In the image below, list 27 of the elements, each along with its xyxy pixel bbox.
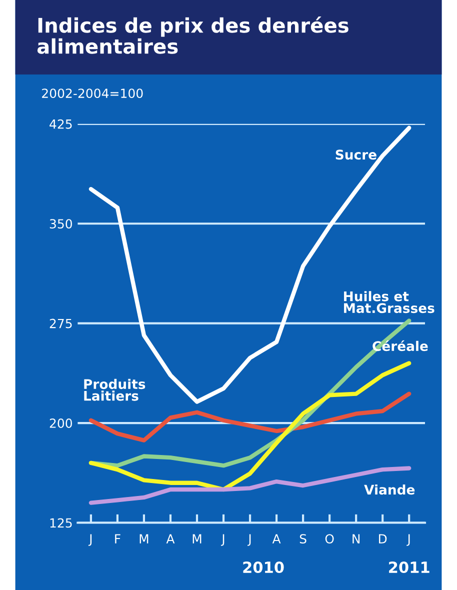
y-tick-label: 350 xyxy=(50,219,72,229)
x-tick-label: S xyxy=(300,534,306,544)
x-tick-label: M xyxy=(140,534,148,544)
x-tick-label: J xyxy=(406,534,410,546)
x-tick-label: F xyxy=(115,534,120,544)
series-label: Produits Laitiers xyxy=(84,378,146,401)
chart-subtitle: 2002-2004=100 xyxy=(42,88,143,98)
series-label: Sucre xyxy=(336,150,376,160)
x-tick-label: J xyxy=(88,534,92,546)
x-tick-label: A xyxy=(272,534,281,544)
series-label: Huiles et Mat.Grasses xyxy=(344,291,434,314)
chart-title: Indices de prix des denrées alimentaires xyxy=(37,16,348,54)
text: 2010 xyxy=(243,561,284,574)
x-tick-label: D xyxy=(379,534,387,544)
text: 2011 xyxy=(389,561,430,574)
x-tick-label: A xyxy=(166,534,175,544)
x-tick-label: N xyxy=(352,534,360,544)
y-tick-label: 200 xyxy=(50,418,72,428)
x-tick-label: O xyxy=(325,534,334,544)
y-tick-label: 125 xyxy=(50,518,72,528)
series-label: Céréale xyxy=(372,340,428,352)
y-tick-label: 275 xyxy=(50,318,72,328)
x-tick-label: M xyxy=(192,534,202,544)
x-tick-label: J xyxy=(248,534,251,546)
y-tick-label: 425 xyxy=(50,119,72,129)
series-label: Viande xyxy=(364,484,415,495)
x-tick-label: J xyxy=(221,534,224,546)
